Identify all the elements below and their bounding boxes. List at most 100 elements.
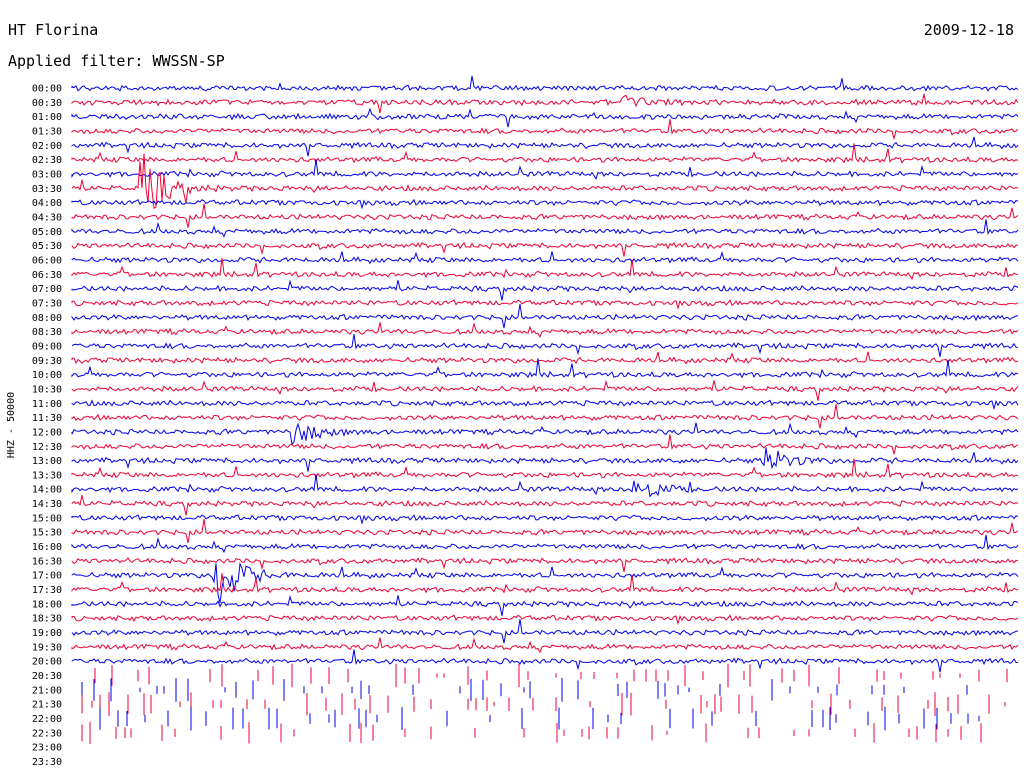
row-label: 13:00 [32,456,62,467]
row-label: 03:00 [32,169,62,180]
trace-row [71,299,1019,310]
trace-row [94,663,1008,688]
row-label: 16:30 [32,556,62,567]
row-label: 01:30 [32,126,62,137]
date-label: 2009-12-18 [923,21,1014,39]
trace-row [71,399,1019,411]
row-label: 15:30 [32,528,62,539]
row-label: 07:30 [32,298,62,309]
row-label: 17:30 [32,585,62,596]
row-label: 14:30 [32,499,62,510]
trace-row [71,573,1019,596]
row-label: 10:00 [32,370,62,381]
row-labels: 00:00 00:30 01:00 01:30 02:00 02:30 03:00 03:30… [32,84,62,769]
trace-row [71,250,1019,265]
trace-row [71,219,1019,238]
row-label: 22:30 [32,728,62,739]
row-label: 08:00 [32,313,62,324]
row-label: 13:30 [32,470,62,481]
trace-row [71,594,1019,616]
trace-row [81,677,968,702]
row-label: 12:30 [32,442,62,453]
trace-row [71,534,1019,554]
trace-row [71,119,1019,141]
row-label: 05:00 [32,227,62,238]
trace-row [99,706,980,731]
trace-row [71,107,1019,128]
trace-row [71,303,1019,329]
y-axis-label: HHZ - 50000 [6,392,17,458]
trace-row [71,422,1019,446]
row-label: 11:00 [32,399,62,410]
trace-row [81,721,982,744]
row-label: 03:30 [32,184,62,195]
row-label: 20:00 [32,657,62,668]
row-label: 17:00 [32,571,62,582]
row-label: 16:00 [32,542,62,553]
trace-row [71,198,1019,210]
trace-row [71,93,1019,114]
row-label: 01:00 [32,112,62,123]
trace-row [71,637,1019,654]
trace-row [71,619,1019,644]
trace-row [71,447,1019,472]
trace-row [71,203,1019,228]
trace-row [71,136,1019,157]
trace-row [71,75,1019,92]
trace-row [71,518,1019,544]
trace-row [71,351,1019,365]
row-label: 23:00 [32,743,62,754]
row-label: 19:30 [32,642,62,653]
row-label: 09:00 [32,341,62,352]
trace-row [71,404,1019,429]
trace-row [71,143,1019,164]
row-label: 19:00 [32,628,62,639]
trace-row [71,159,1019,180]
row-label: 21:30 [32,700,62,711]
trace-row [71,334,1019,357]
station-title: HT Florina [8,21,99,39]
trace-row [71,434,1019,456]
row-label: 12:00 [32,427,62,438]
row-label: 22:00 [32,714,62,725]
trace-row [71,514,1019,525]
trace-row [71,257,1019,281]
row-label: 07:00 [32,284,62,295]
row-label: 02:30 [32,155,62,166]
row-label: 10:30 [32,384,62,395]
row-label: 08:30 [32,327,62,338]
row-label: 11:30 [32,413,62,424]
row-label: 09:30 [32,356,62,367]
trace-row [71,561,1019,604]
row-label: 06:00 [32,255,62,266]
row-label: 14:00 [32,485,62,496]
row-label: 21:00 [32,685,62,696]
trace-row [71,494,1019,516]
row-label: 06:30 [32,270,62,281]
row-label: 18:00 [32,599,62,610]
trace-row [71,153,1019,209]
trace-row [71,322,1019,339]
trace-row [71,241,1019,257]
trace-layer [71,75,1019,744]
row-label: 18:30 [32,614,62,625]
trace-row [71,279,1019,301]
trace-row [71,614,1019,626]
trace-row [71,458,1019,479]
row-label: 02:00 [32,141,62,152]
row-label: 05:30 [32,241,62,252]
filter-label: Applied filter: WWSSN-SP [8,52,225,70]
row-label: 15:00 [32,513,62,524]
trace-row [81,692,1006,717]
trace-row [71,379,1019,401]
row-label: 00:30 [32,98,62,109]
trace-row [71,358,1019,379]
row-label: 20:30 [32,671,62,682]
trace-row [71,474,1019,498]
trace-row [71,557,1019,572]
row-label: 04:00 [32,198,62,209]
row-label: 00:00 [32,84,62,95]
row-label: 23:30 [32,757,62,768]
row-label: 04:30 [32,212,62,223]
